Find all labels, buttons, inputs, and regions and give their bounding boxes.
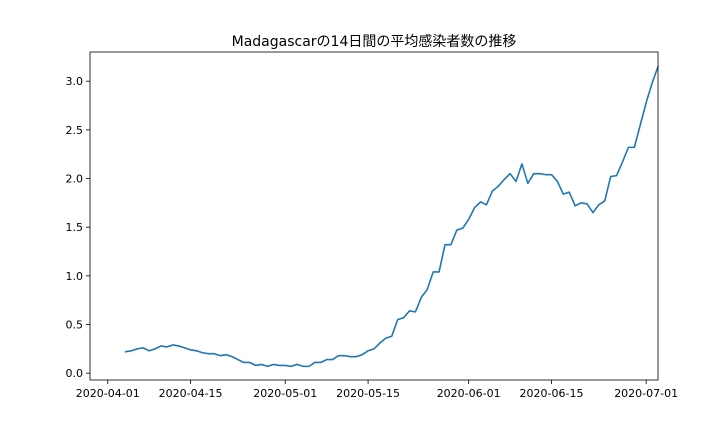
x-tick-label: 2020-05-15 xyxy=(336,387,400,400)
series-line xyxy=(124,65,659,368)
x-tick-label: 2020-04-15 xyxy=(159,387,223,400)
chart-title: Madagascarの14日間の平均感染者数の推移 xyxy=(232,33,517,50)
y-tick-label: 1.5 xyxy=(66,221,84,234)
plot-area-frame xyxy=(89,51,659,381)
x-tick-label: 2020-07-01 xyxy=(614,387,678,400)
y-tick-label: 2.5 xyxy=(66,124,84,137)
axis-ticks: 2020-04-01 2020-04-15 2020-05-01 2020-05-15… xyxy=(66,75,679,400)
y-tick-label: 0.5 xyxy=(66,319,84,332)
x-tick-label: 2020-04-01 xyxy=(76,387,140,400)
x-tick-label: 2020-06-15 xyxy=(520,387,584,400)
y-tick-label: 3.0 xyxy=(66,75,84,88)
y-tick-label: 1.0 xyxy=(66,270,84,283)
x-tick-label: 2020-05-01 xyxy=(253,387,317,400)
x-tick-label: 2020-06-01 xyxy=(437,387,501,400)
y-tick-label: 0.0 xyxy=(66,367,84,380)
y-tick-label: 2.0 xyxy=(66,173,84,186)
